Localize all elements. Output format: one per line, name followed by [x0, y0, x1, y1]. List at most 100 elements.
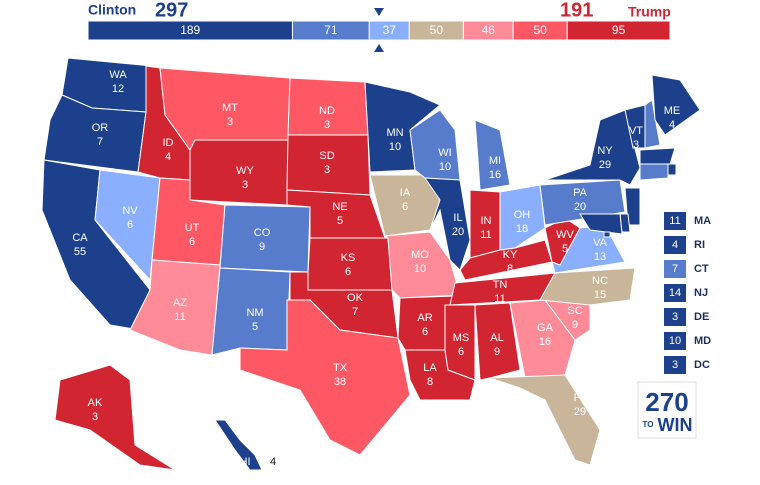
state-ev: 16	[539, 336, 551, 348]
state-abbr: NE	[332, 201, 347, 213]
state-ev: 3	[227, 116, 233, 128]
state	[239, 299, 411, 456]
state-ev: 3	[92, 411, 98, 423]
bar-label: 95	[612, 23, 626, 37]
state-abbr: TN	[493, 279, 508, 291]
state-ev: 12	[112, 83, 124, 95]
right-name: Trump	[628, 4, 671, 20]
callout-box	[664, 212, 686, 230]
state-ev: 5	[252, 321, 258, 333]
bar-label: 50	[430, 23, 444, 37]
state-ev: 11	[494, 293, 505, 305]
state-abbr: WI	[438, 147, 451, 159]
state-ev: 10	[439, 161, 451, 173]
state-abbr: OH	[514, 209, 531, 221]
state-ev: 9	[494, 346, 500, 358]
state	[509, 299, 576, 379]
callout-box	[664, 260, 686, 278]
bar-label: 189	[180, 23, 200, 37]
callout-ev: 10	[669, 335, 681, 347]
state	[474, 119, 511, 191]
state-ev: 6	[402, 201, 408, 213]
state	[603, 231, 611, 238]
callout-ev: 3	[672, 311, 678, 323]
state-ev: 20	[574, 201, 586, 213]
state-ev: 4	[669, 119, 675, 131]
bar-label: 37	[383, 23, 397, 37]
state-ev: 6	[189, 236, 195, 248]
state-abbr: LA	[423, 362, 437, 374]
callout-box	[664, 308, 686, 326]
state-abbr: GA	[537, 322, 554, 334]
state	[644, 99, 661, 149]
callout-box	[664, 356, 686, 374]
state-ev: 15	[594, 289, 606, 301]
state	[639, 163, 669, 181]
state-ev: 9	[572, 319, 578, 331]
state-abbr: MI	[489, 155, 501, 167]
state-abbr: NC	[592, 275, 608, 287]
bar-label: 71	[324, 23, 338, 37]
state-ev: 3	[324, 119, 330, 131]
state	[639, 147, 676, 165]
state-abbr: AZ	[173, 297, 187, 309]
state-ev: 18	[516, 223, 528, 235]
callout-abbr: NJ	[694, 287, 708, 299]
state-abbr: HI	[240, 456, 251, 468]
state-ev: 8	[507, 263, 513, 275]
state-abbr: UT	[185, 222, 200, 234]
state	[459, 239, 553, 281]
state	[499, 184, 546, 251]
state-abbr: AR	[417, 312, 432, 324]
state-abbr: VT	[629, 125, 643, 137]
state	[54, 364, 176, 471]
callout-abbr: RI	[694, 239, 705, 251]
state	[651, 74, 701, 136]
state-abbr: FL	[574, 392, 587, 404]
state-abbr: CO	[254, 227, 271, 239]
state-abbr: NY	[597, 145, 613, 157]
state-ev: 5	[562, 243, 568, 255]
state	[624, 187, 641, 226]
state-abbr: IL	[453, 212, 462, 224]
left-total: 297	[155, 0, 188, 21]
state-abbr: ID	[163, 137, 174, 149]
state	[667, 163, 677, 176]
bar-segment	[566, 20, 671, 41]
logo-number: 270	[645, 387, 688, 417]
state-abbr: KS	[341, 252, 356, 264]
state-abbr: WY	[236, 165, 254, 177]
state-abbr: TX	[333, 362, 348, 374]
left-name: Clinton	[88, 2, 136, 18]
callout-abbr: MD	[694, 335, 711, 347]
state-ev: 55	[74, 246, 86, 258]
state-ev: 4	[165, 151, 171, 163]
state-abbr: OK	[347, 292, 364, 304]
bar-label: 50	[534, 23, 548, 37]
callout-abbr: MA	[694, 215, 711, 227]
callout-ev: 3	[672, 359, 678, 371]
state-abbr: MT	[222, 102, 238, 114]
callout-ev: 4	[672, 239, 678, 251]
state-abbr: WA	[109, 69, 127, 81]
state-abbr: ME	[664, 105, 681, 117]
state-ev: 4	[270, 456, 276, 468]
state-ev: 7	[352, 306, 358, 318]
state-abbr: NV	[122, 205, 138, 217]
state-ev: 3	[242, 179, 248, 191]
state-ev: 7	[97, 136, 103, 148]
state-abbr: NM	[246, 307, 263, 319]
state-ev: 13	[594, 251, 606, 263]
state	[544, 109, 641, 186]
state	[579, 213, 623, 235]
state-abbr: WV	[556, 229, 574, 241]
state	[424, 177, 471, 271]
state-ev: 6	[345, 266, 351, 278]
callout-box	[664, 332, 686, 350]
state	[189, 139, 289, 206]
state-abbr: KY	[503, 249, 518, 261]
state-abbr: MO	[411, 249, 429, 261]
state-abbr: SD	[319, 150, 334, 162]
